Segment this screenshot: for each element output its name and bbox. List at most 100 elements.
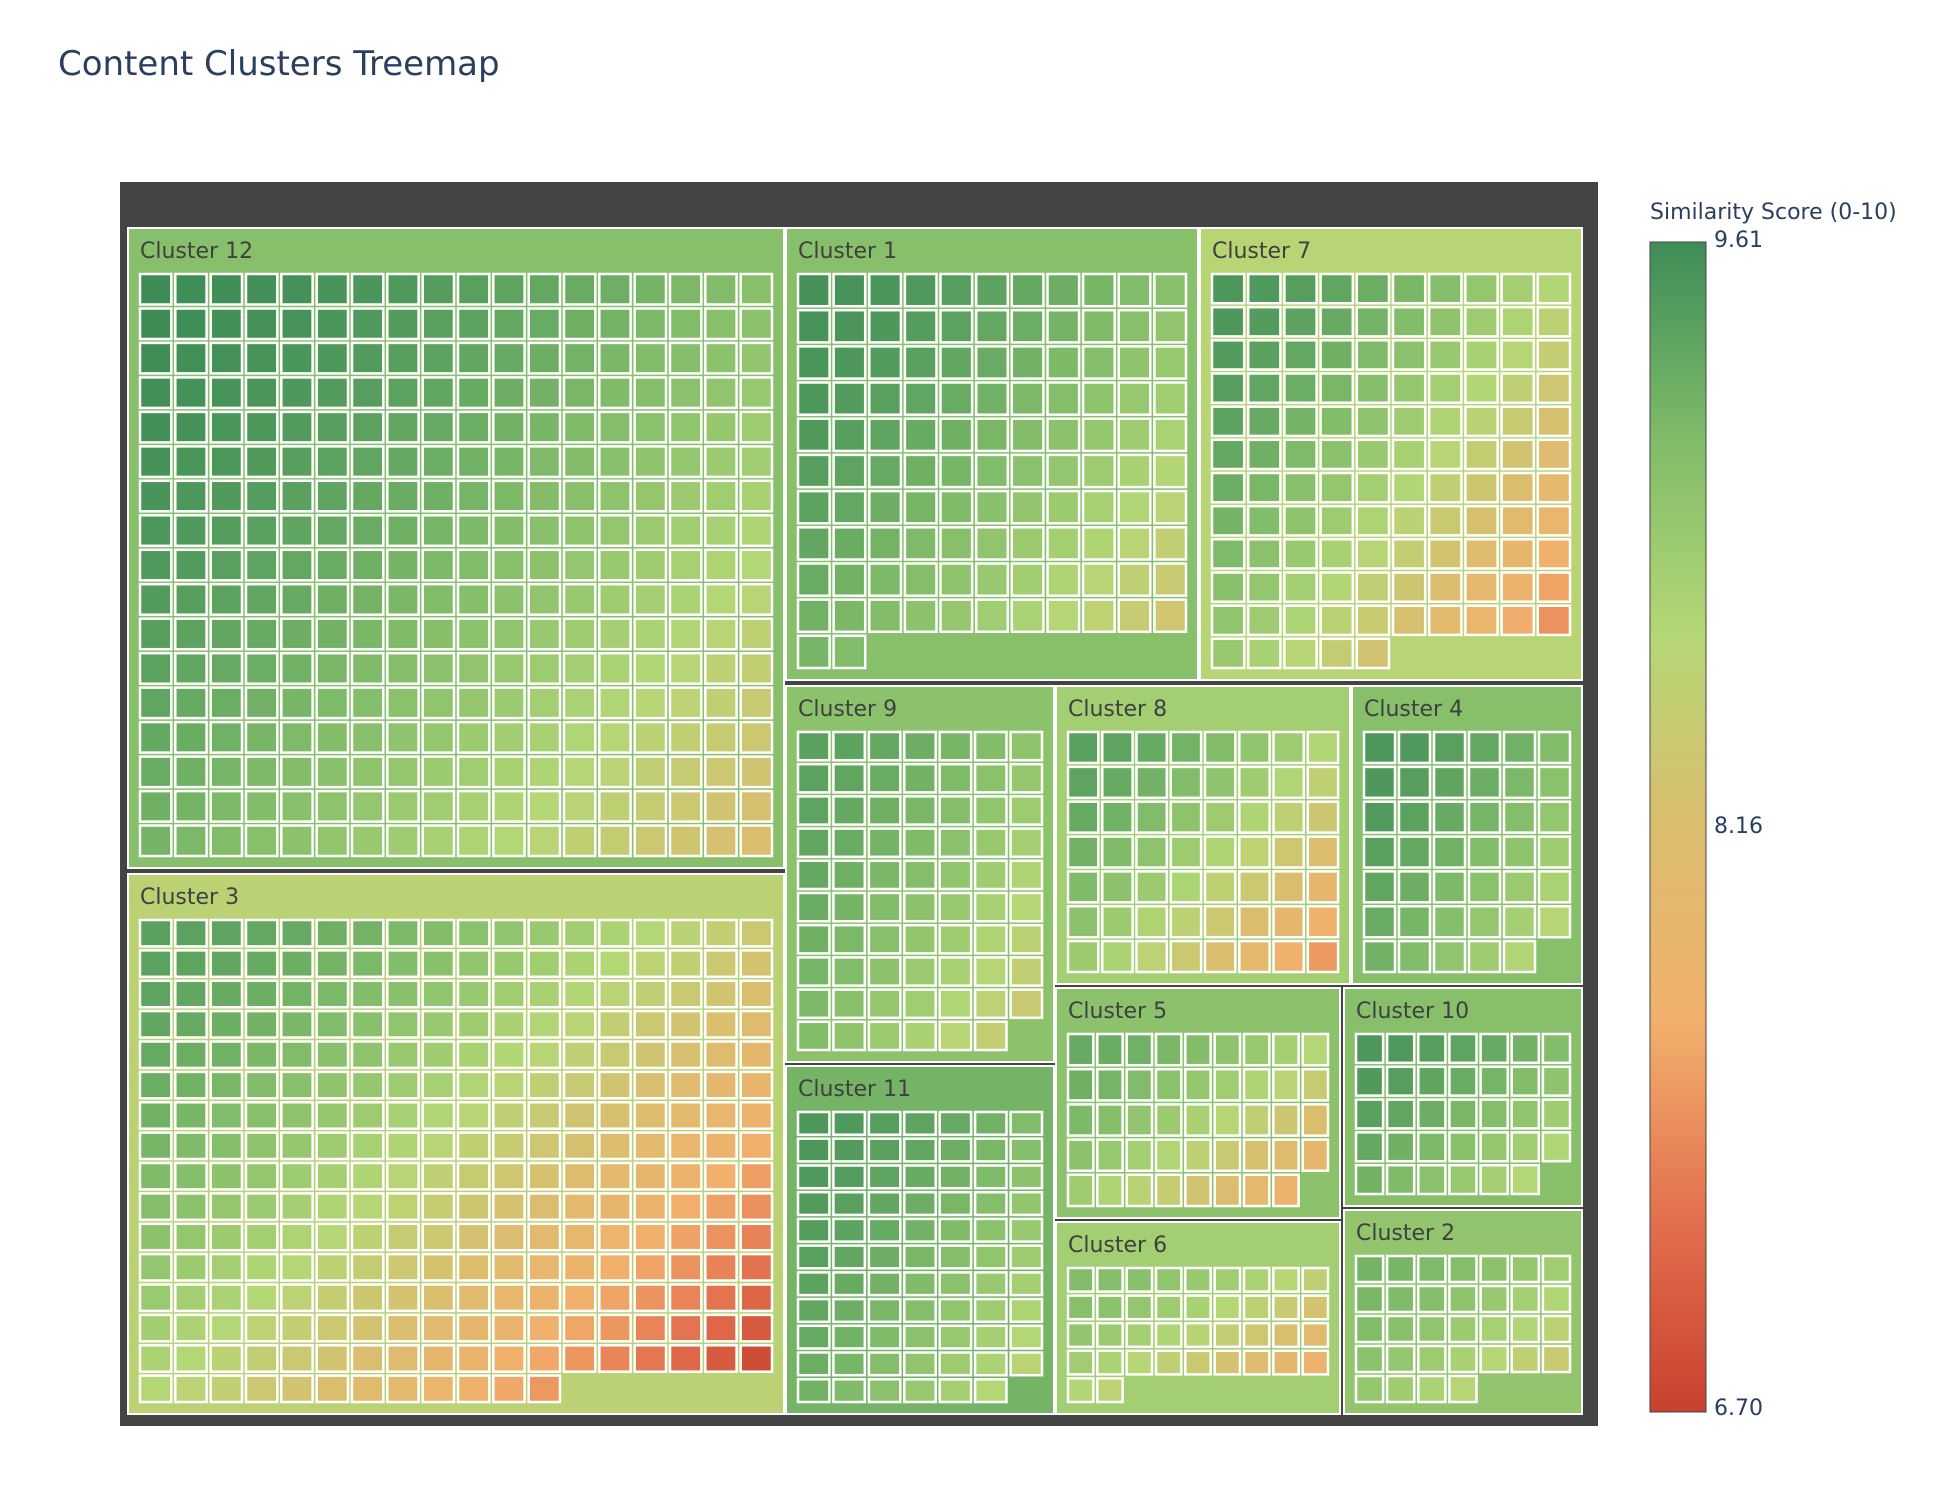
content-tile[interactable] <box>350 514 385 548</box>
content-tile[interactable] <box>138 918 173 948</box>
content-tile[interactable] <box>796 489 831 525</box>
content-tile[interactable] <box>1246 339 1282 371</box>
content-tile[interactable] <box>421 1192 456 1222</box>
content-tile[interactable] <box>527 582 562 616</box>
content-tile[interactable] <box>1125 1321 1154 1349</box>
content-tile[interactable] <box>739 651 774 685</box>
content-tile[interactable] <box>280 617 314 651</box>
content-tile[interactable] <box>386 445 420 479</box>
content-tile[interactable] <box>1153 345 1188 380</box>
content-tile[interactable] <box>315 686 350 720</box>
content-tile[interactable] <box>138 479 173 513</box>
content-tile[interactable] <box>1448 1344 1478 1374</box>
content-tile[interactable] <box>1537 905 1572 939</box>
content-tile[interactable] <box>562 686 597 720</box>
content-tile[interactable] <box>903 562 938 597</box>
content-tile[interactable] <box>832 598 867 634</box>
content-tile[interactable] <box>1203 905 1237 939</box>
content-tile[interactable] <box>1417 1098 1447 1130</box>
content-tile[interactable] <box>209 1101 244 1130</box>
content-tile[interactable] <box>244 1252 279 1282</box>
content-tile[interactable] <box>562 789 597 823</box>
content-tile[interactable] <box>280 1192 314 1222</box>
content-tile[interactable] <box>1153 453 1188 489</box>
content-tile[interactable] <box>1283 339 1318 371</box>
content-tile[interactable] <box>867 762 902 794</box>
content-tile[interactable] <box>209 1252 244 1282</box>
content-tile[interactable] <box>1046 489 1081 525</box>
content-tile[interactable] <box>939 345 974 380</box>
content-tile[interactable] <box>280 582 314 616</box>
content-tile[interactable] <box>668 1070 703 1100</box>
content-tile[interactable] <box>1213 1173 1242 1208</box>
content-tile[interactable] <box>739 918 774 948</box>
content-tile[interactable] <box>1272 870 1306 904</box>
content-tile[interactable] <box>832 1217 867 1243</box>
content-tile[interactable] <box>421 1040 456 1070</box>
content-tile[interactable] <box>903 795 937 826</box>
content-tile[interactable] <box>1203 835 1237 869</box>
content-tile[interactable] <box>668 918 703 948</box>
content-tile[interactable] <box>1117 526 1152 561</box>
content-tile[interactable] <box>1184 1067 1212 1102</box>
content-tile[interactable] <box>973 1164 1008 1190</box>
content-tile[interactable] <box>704 1070 738 1100</box>
content-tile[interactable] <box>1066 1173 1095 1208</box>
content-tile[interactable] <box>1464 305 1499 338</box>
content-tile[interactable] <box>209 1070 244 1100</box>
content-tile[interactable] <box>1101 765 1134 800</box>
content-tile[interactable] <box>974 598 1010 634</box>
content-tile[interactable] <box>633 755 668 789</box>
content-tile[interactable] <box>350 1040 385 1070</box>
content-tile[interactable] <box>598 445 632 479</box>
content-tile[interactable] <box>598 1344 632 1373</box>
content-tile[interactable] <box>209 720 244 754</box>
content-tile[interactable] <box>1010 489 1045 525</box>
content-tile[interactable] <box>1046 417 1081 453</box>
content-tile[interactable] <box>1154 1173 1183 1208</box>
content-tile[interactable] <box>832 272 867 308</box>
content-tile[interactable] <box>421 720 456 754</box>
content-tile[interactable] <box>973 827 1008 859</box>
content-tile[interactable] <box>903 453 938 489</box>
content-tile[interactable] <box>939 308 974 344</box>
content-tile[interactable] <box>209 1192 244 1222</box>
content-tile[interactable] <box>421 686 456 720</box>
content-tile[interactable] <box>527 720 562 754</box>
content-tile[interactable] <box>527 272 562 306</box>
content-tile[interactable] <box>598 1283 632 1313</box>
content-tile[interactable] <box>1391 305 1427 338</box>
content-tile[interactable] <box>562 979 597 1009</box>
content-tile[interactable] <box>527 514 562 548</box>
content-tile[interactable] <box>421 1009 456 1039</box>
content-tile[interactable] <box>244 1161 279 1191</box>
content-tile[interactable] <box>704 755 738 789</box>
content-tile[interactable] <box>1066 1103 1095 1137</box>
content-tile[interactable] <box>1301 1067 1330 1102</box>
content-tile[interactable] <box>1417 1131 1447 1163</box>
content-tile[interactable] <box>1464 372 1499 404</box>
content-tile[interactable] <box>1354 1065 1385 1097</box>
content-tile[interactable] <box>1502 730 1537 765</box>
content-tile[interactable] <box>974 272 1010 308</box>
content-tile[interactable] <box>868 453 903 489</box>
content-tile[interactable] <box>704 1283 738 1313</box>
content-tile[interactable] <box>1272 1103 1300 1137</box>
content-tile[interactable] <box>938 1217 973 1243</box>
content-tile[interactable] <box>527 1101 562 1130</box>
content-tile[interactable] <box>1154 1138 1183 1173</box>
content-tile[interactable] <box>492 307 526 341</box>
content-tile[interactable] <box>1066 800 1100 834</box>
content-tile[interactable] <box>350 307 385 341</box>
content-tile[interactable] <box>903 598 938 634</box>
content-tile[interactable] <box>1081 598 1116 634</box>
content-tile[interactable] <box>1319 504 1355 537</box>
content-tile[interactable] <box>867 1110 902 1136</box>
content-tile[interactable] <box>527 755 562 789</box>
content-tile[interactable] <box>386 686 420 720</box>
content-tile[interactable] <box>492 1009 526 1039</box>
content-tile[interactable] <box>1213 1032 1242 1067</box>
content-tile[interactable] <box>973 956 1008 987</box>
content-tile[interactable] <box>1096 1138 1124 1173</box>
content-tile[interactable] <box>527 1344 562 1373</box>
